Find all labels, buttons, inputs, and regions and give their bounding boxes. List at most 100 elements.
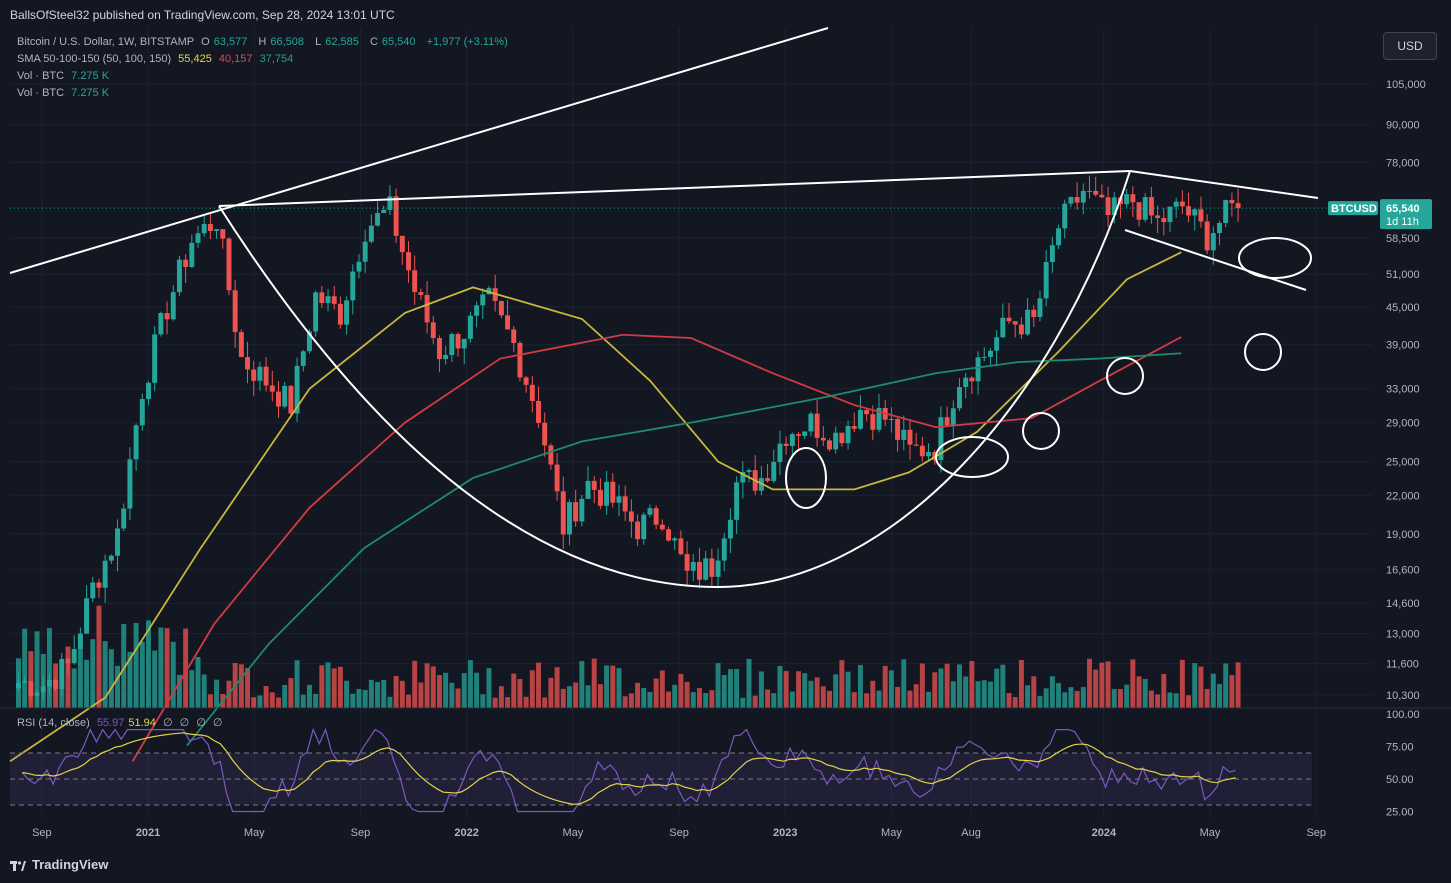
volume-bar [356, 689, 362, 708]
vol2-label: Vol · BTC [17, 87, 65, 99]
rsi-legend: RSI (14, close) 55.97 51.94 ∅ ∅ ∅ ∅ [17, 716, 227, 729]
candle [783, 443, 789, 446]
candle [1012, 321, 1018, 325]
close-value: C 65,540 [369, 36, 416, 48]
candle [789, 434, 795, 446]
volume-bar [604, 665, 610, 708]
volume-bar [337, 666, 343, 708]
volume-bar [981, 680, 987, 708]
volume-bar [771, 693, 777, 708]
volume-bar [808, 680, 814, 708]
highlight-circle [1022, 412, 1060, 450]
price-tick-label: 11,600 [1386, 659, 1419, 671]
rsi-tick-label: 25.00 [1386, 807, 1414, 819]
volume-bar [950, 681, 956, 708]
candle [344, 300, 350, 325]
symbol-legend: Bitcoin / U.S. Dollar, 1W, BITSTAMP O 63,… [17, 36, 512, 48]
candle [195, 233, 201, 243]
candle [505, 315, 511, 330]
volume-bar [424, 663, 430, 708]
candle [46, 679, 52, 687]
candle [319, 292, 325, 304]
volume-bar [195, 656, 201, 708]
candle [591, 480, 597, 490]
volume-bar [276, 697, 281, 708]
candle [1056, 228, 1062, 246]
candle [709, 558, 715, 577]
price-tick-label: 10,300 [1386, 690, 1420, 702]
candle [610, 481, 616, 503]
candle [740, 471, 746, 483]
candle [461, 338, 467, 349]
candle [443, 354, 449, 360]
price-tick-label: 51,000 [1386, 269, 1420, 281]
volume-bar [164, 628, 170, 708]
candle [34, 692, 40, 697]
volume-bar [857, 664, 863, 708]
candle [84, 598, 90, 634]
volume-bar [703, 693, 709, 708]
candle [1229, 200, 1235, 204]
volume-bar [932, 672, 938, 708]
rsi-pane: 25.00 50.00 75.00 100.00 [0, 707, 1451, 819]
rsi-tick-label: 100.00 [1386, 709, 1420, 721]
candle [53, 679, 59, 690]
symbol-tag-bg [1328, 201, 1378, 216]
sma-line-2 [186, 352, 1182, 746]
currency-button[interactable]: USD [1383, 32, 1437, 60]
price-tick-label: 14,600 [1386, 598, 1420, 610]
volume-bar [1117, 689, 1123, 708]
candle [987, 350, 993, 357]
candle [944, 417, 950, 426]
highlight-circle [1244, 333, 1282, 371]
volume-bar [412, 660, 418, 708]
candle [1031, 309, 1037, 318]
candle [950, 408, 956, 426]
rsi-value: 55.97 [96, 717, 125, 729]
candle [146, 382, 151, 400]
volume-bar [1124, 684, 1130, 708]
volume-bar [1068, 687, 1074, 708]
candle [115, 528, 121, 556]
volume-bar [765, 689, 771, 708]
sma50-value: 55,425 [178, 53, 212, 65]
candle [467, 315, 473, 339]
volume-bar [201, 674, 207, 708]
volume-bar [579, 661, 585, 708]
candle [337, 303, 343, 325]
volume-bar [455, 688, 461, 708]
candle [777, 443, 783, 462]
volume-bar [1167, 692, 1173, 708]
candle [1186, 206, 1192, 216]
candle [721, 538, 727, 561]
volume-bar [102, 641, 108, 708]
volume-bar [901, 659, 907, 708]
candle [659, 524, 665, 530]
time-axis: Sep 2021 May Sep 2022 May Sep 2023 May Aug 2024 May… [32, 827, 1326, 839]
volume-bar [895, 686, 901, 708]
cup-arc [218, 170, 1131, 589]
volume-bar [498, 686, 504, 708]
candle [1018, 324, 1024, 335]
candle [690, 561, 696, 571]
volume-bar [282, 684, 288, 708]
candle [604, 481, 610, 506]
candle [108, 555, 114, 561]
volume-bar [1223, 663, 1229, 708]
candle [1124, 194, 1130, 205]
volume-bar [127, 651, 133, 708]
candle [833, 432, 839, 450]
rsi-line [21, 727, 1236, 813]
candle [331, 296, 337, 304]
volume-bar [443, 672, 449, 708]
volume-bar [1031, 676, 1037, 708]
volume-bar [1192, 663, 1198, 708]
candle [121, 508, 127, 529]
volume-bar [888, 670, 894, 708]
volume-bar [1074, 690, 1080, 708]
volume-bar [158, 627, 164, 708]
candle [901, 429, 907, 440]
candle [449, 333, 455, 355]
vol1-value: 7.275 K [71, 70, 110, 82]
